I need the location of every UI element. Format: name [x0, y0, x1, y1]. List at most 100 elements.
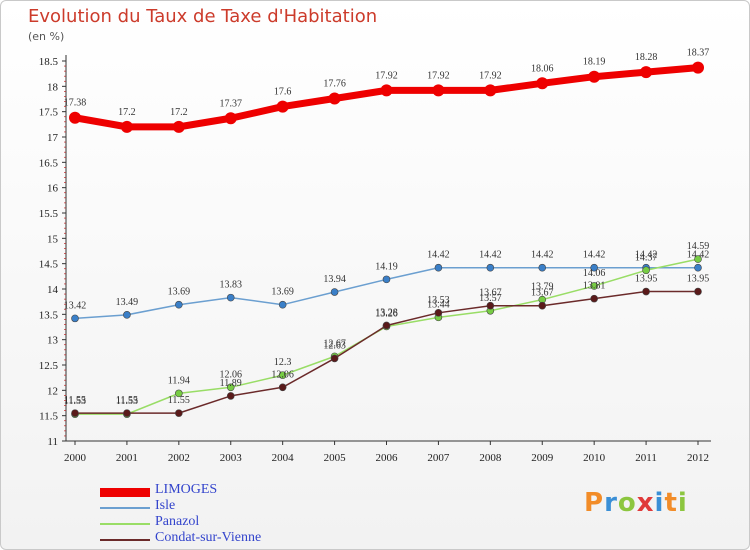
data-label: 13.95	[635, 274, 658, 285]
x-tick-label: 2003	[220, 452, 243, 464]
data-point	[590, 263, 598, 272]
y-tick-label: 14	[47, 284, 59, 296]
data-label: 11.53	[116, 396, 138, 407]
data-label: 13.26	[375, 308, 398, 319]
y-tick-label: 16	[47, 183, 59, 195]
data-label: 14.42	[479, 250, 502, 261]
data-point	[694, 263, 702, 272]
data-point	[69, 111, 81, 124]
data-label: 17.92	[479, 70, 502, 81]
data-label: 13.28	[375, 307, 398, 318]
data-point	[172, 120, 185, 133]
data-label: 11.89	[220, 378, 242, 389]
logo-letter: r	[604, 488, 618, 518]
y-tick-label: 18	[47, 81, 59, 93]
data-label: 13.67	[479, 288, 502, 299]
data-label: 12.63	[323, 340, 346, 351]
data-label: 13.49	[116, 297, 139, 308]
data-label: 12.3	[274, 357, 292, 368]
data-label: 17.37	[220, 98, 243, 109]
data-point	[538, 301, 547, 310]
data-point	[330, 354, 339, 363]
data-point	[538, 263, 547, 272]
y-tick-label: 11.5	[39, 411, 58, 423]
data-label: 14.42	[531, 250, 554, 261]
data-label: 17.76	[323, 78, 346, 89]
legend-label: LIMOGES	[155, 482, 218, 497]
data-label: 13.44	[427, 299, 450, 310]
data-point	[380, 84, 393, 97]
data-point	[642, 287, 650, 296]
data-point	[120, 120, 133, 133]
data-point	[278, 371, 287, 379]
x-tick-label: 2002	[168, 452, 190, 464]
data-label: 18.37	[687, 48, 710, 59]
data-label: 14.42	[427, 250, 450, 261]
legend-swatch	[100, 487, 150, 497]
logo-letter: x	[636, 488, 655, 518]
data-point	[486, 301, 495, 310]
data-label: 17.6	[274, 87, 292, 98]
data-label: 17.38	[64, 98, 87, 109]
data-label: 14.19	[375, 261, 398, 272]
data-point	[226, 383, 235, 392]
data-label: 18.06	[531, 63, 554, 74]
chart-title: Evolution du Taux de Taxe d'Habitation	[28, 6, 378, 27]
y-tick-label: 13.5	[39, 309, 59, 321]
data-label: 17.2	[170, 107, 188, 118]
data-point	[382, 321, 391, 330]
x-tick-label: 2001	[116, 452, 138, 464]
data-point	[590, 294, 598, 303]
y-tick-label: 15	[47, 233, 59, 245]
data-point	[175, 409, 183, 417]
data-label: 14.06	[583, 268, 606, 279]
data-point	[432, 84, 445, 97]
data-label: 14.59	[687, 241, 710, 252]
y-tick-label: 17	[47, 132, 59, 144]
legend-label: Condat-sur-Vienne	[155, 530, 262, 545]
data-label: 17.92	[375, 70, 398, 81]
data-point	[278, 383, 287, 392]
data-label: 11.55	[116, 395, 138, 406]
data-point	[123, 409, 131, 417]
data-label: 14.37	[635, 252, 658, 263]
x-tick-label: 2008	[479, 452, 502, 464]
data-label: 13.67	[531, 288, 554, 299]
data-point	[692, 61, 704, 74]
logo-letter: P	[584, 488, 605, 518]
x-tick-label: 2006	[376, 452, 399, 464]
data-point	[276, 100, 289, 113]
data-point	[224, 112, 237, 125]
data-label: 13.57	[479, 293, 502, 304]
y-tick-label: 15.5	[39, 208, 59, 220]
data-label: 14.42	[583, 250, 606, 261]
y-tick-label: 18.5	[39, 56, 59, 68]
y-tick-label: 13	[47, 335, 59, 347]
data-label: 13.95	[687, 274, 710, 285]
proxiti-logo: Proxiti	[584, 488, 688, 518]
data-label: 11.55	[168, 395, 190, 406]
y-tick-label: 12	[47, 385, 58, 397]
y-tick-label: 14.5	[39, 259, 59, 271]
data-label: 18.28	[635, 52, 658, 63]
data-point	[588, 70, 601, 83]
data-point	[71, 314, 79, 323]
legend-swatch	[100, 507, 150, 509]
data-point	[640, 66, 653, 79]
data-label: 12.06	[271, 369, 294, 380]
unit-label: (en %)	[28, 30, 65, 43]
data-point	[123, 311, 131, 319]
data-point	[434, 309, 443, 317]
logo-letter: i	[677, 488, 688, 518]
y-tick-label: 11	[47, 436, 58, 448]
data-label: 13.69	[271, 287, 294, 298]
data-label: 14.42	[687, 250, 710, 261]
data-point	[434, 263, 443, 272]
x-tick-label: 2004	[272, 452, 295, 464]
data-label: 13.79	[531, 282, 554, 293]
data-label: 17.92	[427, 70, 450, 81]
data-point	[694, 287, 702, 296]
x-tick-label: 2000	[64, 452, 87, 464]
data-label: 13.94	[323, 274, 346, 285]
